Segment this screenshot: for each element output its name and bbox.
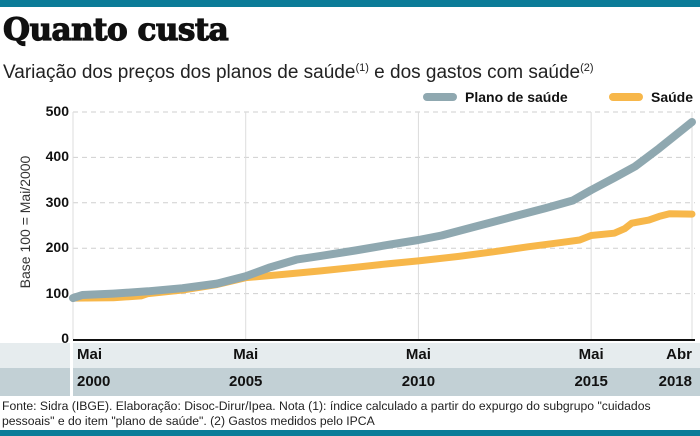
- subtitle-note-1: (1): [355, 62, 369, 74]
- subtitle-note-2: (2): [580, 62, 594, 74]
- chart-title: Quanto custa: [2, 11, 229, 48]
- legend-label-plano: Plano de saúde: [465, 89, 568, 105]
- x-tick-month-label: Mai: [77, 346, 103, 363]
- x-axis-month-band: [0, 343, 700, 368]
- source-note: Fonte: Sidra (IBGE). Elaboração: Disoc-D…: [2, 399, 651, 428]
- bottom-brand-bar: [0, 430, 700, 436]
- grid-lines: [72, 111, 695, 339]
- subtitle-text-1: Variação dos preços dos planos de saúde: [3, 62, 356, 83]
- chart-subtitle: Variação dos preços dos planos de saúde(…: [3, 56, 594, 85]
- x-tick-month-label: Mai: [578, 346, 604, 363]
- subtitle-text-2: e dos gastos com saúde: [368, 62, 581, 83]
- x-axis-band-divider: [70, 343, 73, 396]
- y-tick-label: 100: [45, 284, 69, 301]
- x-tick-year-label: 2005: [229, 373, 263, 390]
- x-tick-month-label: Abr: [666, 346, 692, 363]
- series-line-saude: [69, 210, 696, 302]
- y-tick-label: 500: [45, 103, 69, 119]
- series-line-plano-de-saude: [69, 118, 696, 303]
- legend-label-saude: Saúde: [651, 89, 694, 105]
- y-tick-label: 400: [45, 148, 69, 165]
- series-lines: [69, 118, 696, 303]
- x-tick-year-label: 2000: [77, 373, 111, 390]
- x-tick-month-label: Mai: [233, 346, 259, 363]
- legend-swatch-saude: [609, 93, 643, 101]
- x-tick-year-label: 2010: [401, 373, 436, 390]
- legend-swatch-plano: [423, 93, 457, 101]
- y-tick-label: 0: [61, 330, 69, 346]
- top-brand-bar: [0, 0, 700, 7]
- legend-item-saude: Saúde: [609, 88, 693, 106]
- x-tick-year-label: 2015: [574, 373, 608, 390]
- y-tick-label: 300: [45, 193, 69, 210]
- x-tick-month-label: Mai: [405, 346, 431, 363]
- x-tick-year-label: 2018: [658, 373, 692, 390]
- y-tick-label: 200: [45, 239, 69, 256]
- x-axis-year-band: [0, 368, 700, 396]
- legend-item-plano: Plano de saúde: [423, 88, 568, 106]
